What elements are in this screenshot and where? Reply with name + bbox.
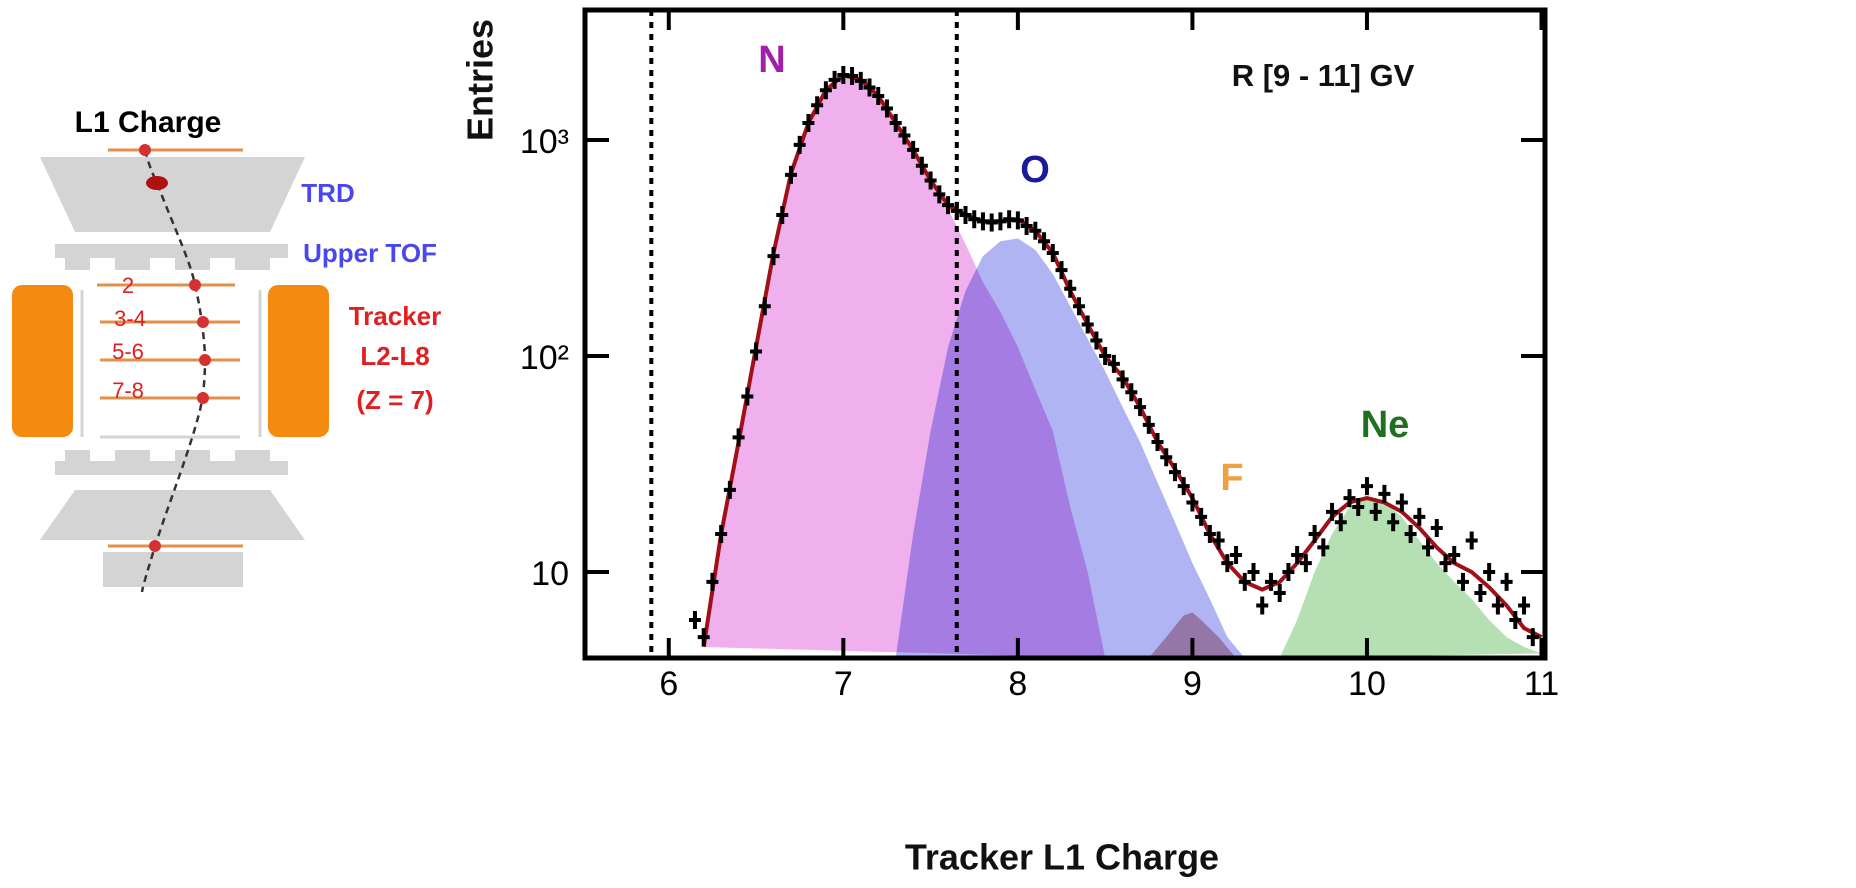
data-point [1466, 531, 1478, 549]
tracker-charge: (Z = 7) [356, 385, 433, 415]
data-point [689, 611, 701, 629]
x-tick-label: 8 [1008, 665, 1027, 703]
data-point [1474, 584, 1486, 602]
data-point [1274, 584, 1286, 602]
layer-label: 2 [122, 273, 134, 298]
hit [189, 279, 201, 291]
x-tick-label: 11 [1524, 665, 1559, 703]
component-label: Ne [1361, 404, 1410, 446]
annotation: R [9 - 11] GV [1232, 58, 1415, 93]
layer-label: 7-8 [112, 378, 144, 403]
l1-label: L1 Charge [75, 106, 222, 139]
data-point [1483, 563, 1495, 581]
tof-label: Upper TOF [303, 238, 437, 268]
upper-tof-shape [55, 244, 288, 270]
layer-label: 3-4 [114, 306, 146, 331]
y-axis-title: Entries [460, 19, 501, 141]
data-point [1501, 573, 1513, 591]
data-point [1361, 477, 1373, 495]
hit [197, 392, 209, 404]
tracker-range: L2-L8 [360, 341, 429, 371]
trd-label: TRD [301, 178, 354, 208]
page: {"diagram": {"labels": {"l1": "L1 Charge… [0, 0, 1856, 888]
x-axis-title: Tracker L1 Charge [905, 837, 1219, 878]
hit [199, 354, 211, 366]
data-point [1518, 597, 1530, 615]
ecal-shape [103, 552, 243, 587]
x-tick-label: 9 [1183, 665, 1202, 703]
data-point [1309, 525, 1321, 543]
y-tick-label: 10³ [520, 123, 569, 161]
hit [139, 144, 151, 156]
lower-tof-shape [55, 450, 288, 475]
hit [149, 540, 161, 552]
data-point [994, 212, 1006, 230]
hit-cluster [146, 176, 168, 190]
data-point [1431, 519, 1443, 537]
x-tick-label: 7 [834, 665, 853, 703]
data-point [1256, 597, 1268, 615]
detector-diagram: L1 Charge TRD Upper TOF 2 3-4 5-6 7-8 Tr… [12, 106, 441, 592]
data-point [1248, 563, 1260, 581]
data-point [1326, 503, 1338, 521]
y-tick-label: 10 [531, 555, 569, 593]
magnet-left [12, 285, 73, 437]
data-point [968, 210, 980, 228]
magnet-right [268, 285, 329, 437]
hit [197, 316, 209, 328]
x-tick-label: 6 [659, 665, 678, 703]
component-label: O [1020, 149, 1050, 191]
component-label: F [1220, 457, 1243, 499]
component-label: N [758, 39, 785, 81]
plot-area [651, 10, 1541, 658]
tracker-label: Tracker [349, 301, 442, 331]
layer-label: 5-6 [112, 339, 144, 364]
figure: L1 Charge TRD Upper TOF 2 3-4 5-6 7-8 Tr… [0, 0, 1856, 888]
x-tick-label: 10 [1348, 665, 1386, 703]
data-point [960, 206, 972, 224]
y-tick-label: 10² [520, 339, 569, 377]
